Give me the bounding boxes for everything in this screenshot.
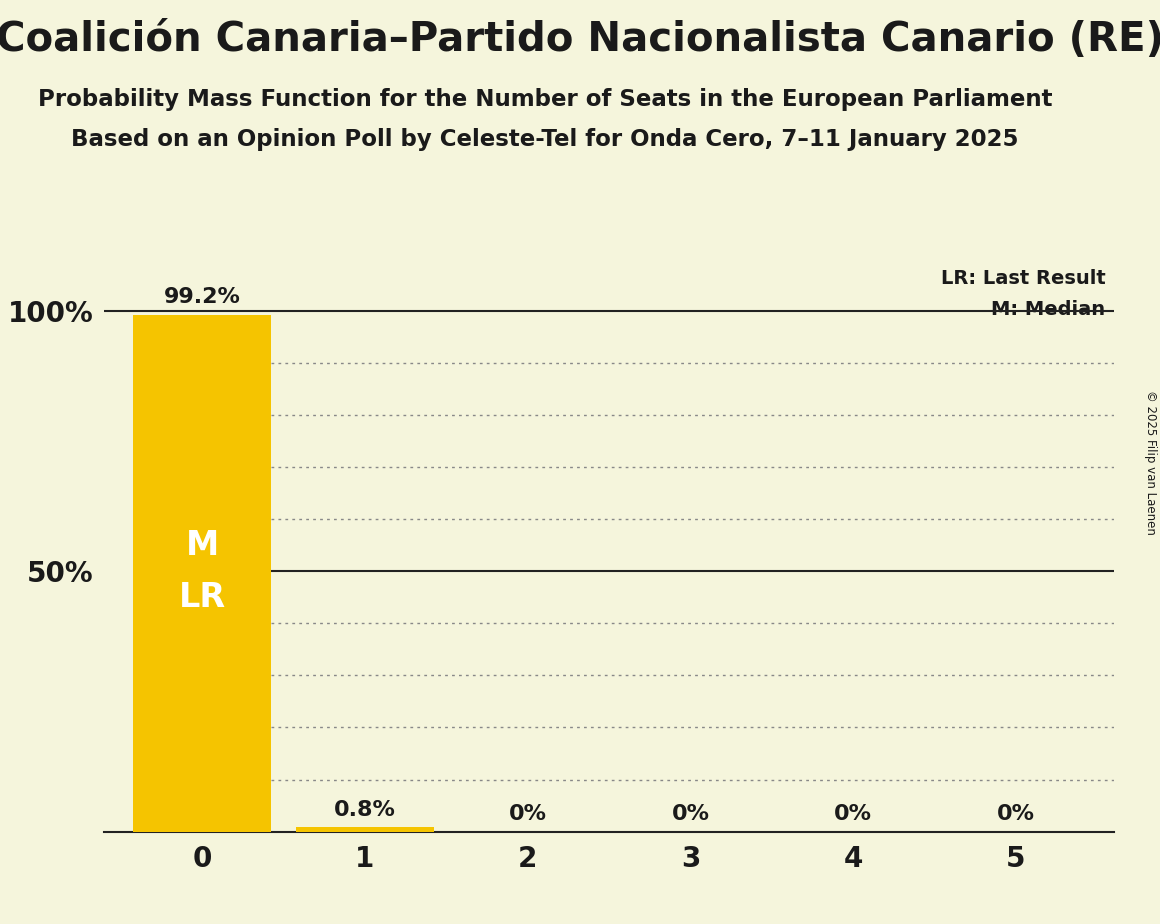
Text: Based on an Opinion Poll by Celeste-Tel for Onda Cero, 7–11 January 2025: Based on an Opinion Poll by Celeste-Tel … xyxy=(72,128,1018,151)
Text: LR: Last Result: LR: Last Result xyxy=(941,269,1105,288)
Text: M: Median: M: Median xyxy=(992,300,1105,320)
Text: 99.2%: 99.2% xyxy=(164,287,240,307)
Text: 0%: 0% xyxy=(672,804,710,824)
Text: LR: LR xyxy=(179,581,226,614)
Text: Probability Mass Function for the Number of Seats in the European Parliament: Probability Mass Function for the Number… xyxy=(38,88,1052,111)
Bar xyxy=(296,827,434,832)
Text: Coalición Canaria–Partido Nacionalista Canario (RE): Coalición Canaria–Partido Nacionalista C… xyxy=(0,20,1160,60)
Text: 0%: 0% xyxy=(508,804,546,824)
Bar xyxy=(133,315,271,832)
Text: 0%: 0% xyxy=(834,804,872,824)
Text: M: M xyxy=(186,529,219,562)
Text: © 2025 Filip van Laenen: © 2025 Filip van Laenen xyxy=(1144,390,1158,534)
Text: 0%: 0% xyxy=(996,804,1035,824)
Text: 0.8%: 0.8% xyxy=(334,799,396,820)
